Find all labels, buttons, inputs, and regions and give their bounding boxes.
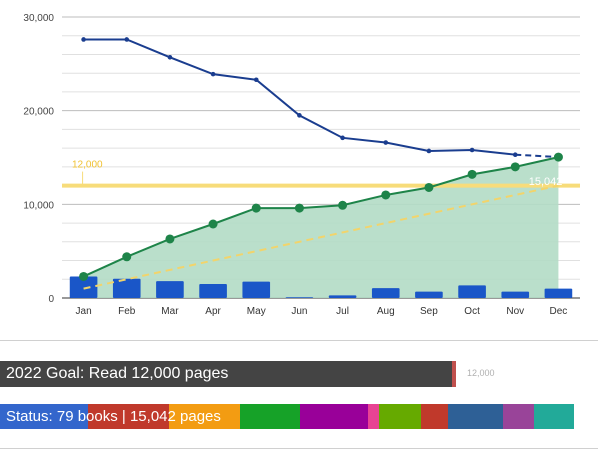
x-tick-label: Mar	[161, 306, 179, 317]
month-bar	[156, 281, 184, 298]
cumulative-pages-point	[424, 182, 434, 192]
month-bar	[242, 281, 271, 298]
goal-target-label: 12,000	[467, 368, 495, 378]
goal-line: 12,000	[62, 160, 580, 188]
end-value-label: 15,042	[529, 176, 563, 188]
x-tick-label: Jul	[336, 306, 349, 317]
y-tick-label: 20,000	[23, 107, 54, 118]
series-lines: 15,042	[79, 37, 563, 281]
x-tick-label: May	[247, 306, 266, 317]
section-divider	[0, 448, 598, 449]
axis-labels: 0 10,000 20,000 30,000 Jan Feb Mar Apr May Jun Jul…	[23, 13, 567, 317]
cumulative-pages-point	[122, 252, 132, 262]
status-segment	[533, 404, 574, 429]
x-tick-label: Dec	[550, 306, 568, 317]
total-pages-point	[426, 148, 432, 154]
monthly-bars	[69, 276, 573, 298]
goal-line-label: 12,000	[72, 160, 103, 171]
total-pages-point	[124, 37, 130, 42]
cumulative-pages-point	[338, 200, 348, 210]
cumulative-pages-point	[510, 162, 520, 172]
month-bar	[69, 276, 98, 298]
x-tick-label: Nov	[506, 306, 524, 317]
status-segment	[299, 404, 368, 429]
cumulative-area-fill	[83, 157, 559, 298]
month-bar	[544, 288, 573, 298]
total-pages-point	[297, 113, 302, 118]
total-pages-projection	[515, 153, 559, 159]
trend-line-stroke	[83, 184, 559, 290]
status-segment	[88, 404, 169, 429]
total-pages-line	[83, 38, 516, 156]
month-bar	[285, 297, 314, 298]
month-bar	[112, 278, 141, 298]
total-pages-point	[210, 71, 216, 77]
month-bar	[199, 283, 227, 298]
status-segment	[378, 404, 422, 429]
x-tick-label: Feb	[118, 306, 136, 317]
total-pages-point	[383, 140, 389, 145]
cumulative-pages-point	[294, 203, 304, 213]
y-tick-label: 0	[48, 294, 54, 305]
x-tick-label: Jan	[76, 306, 92, 317]
cumulative-pages-point	[208, 219, 218, 229]
total-pages-point	[340, 135, 345, 141]
total-pages-point	[167, 54, 173, 60]
cumulative-pages-point	[251, 203, 261, 213]
month-bar	[328, 295, 357, 298]
total-pages-point	[469, 147, 475, 153]
x-tick-label: Sep	[420, 306, 438, 317]
status-label: Status: 79 books | 15,042 pages	[6, 408, 221, 425]
total-pages-point	[81, 37, 86, 42]
cumulative-pages-line	[83, 156, 559, 278]
month-bar	[415, 291, 443, 298]
cumulative-pages-point	[381, 190, 391, 200]
cumulative-pages-point	[79, 271, 89, 281]
cumulative-pages-point	[467, 169, 477, 179]
x-tick-label: Aug	[377, 306, 395, 317]
cumulative-area	[83, 157, 559, 298]
x-tick-label: Jun	[291, 306, 307, 317]
status-segment	[421, 404, 449, 429]
status-segment	[367, 404, 379, 429]
status-segment	[240, 404, 300, 429]
pages-chart: 12,000 15,042 0 10,000 20,000 30,000 Jan Feb M…	[23, 13, 580, 317]
status-segment	[448, 404, 503, 429]
goal-label: 2022 Goal: Read 12,000 pages	[6, 365, 229, 382]
status-bar: Status: 79 books | 15,042 pages	[0, 404, 574, 429]
month-bar	[371, 288, 400, 298]
section-divider	[0, 340, 598, 341]
y-tick-label: 10,000	[23, 200, 54, 211]
status-segment	[502, 404, 534, 429]
cumulative-pages-point	[165, 234, 175, 244]
y-tick-label: 30,000	[23, 13, 54, 24]
cumulative-pages-point	[553, 152, 563, 162]
x-tick-label: Oct	[464, 306, 480, 317]
status-segment	[168, 404, 241, 429]
month-bar	[501, 291, 530, 298]
x-tick-label: Apr	[205, 306, 221, 317]
trend-line	[83, 184, 559, 290]
status-segment	[0, 404, 89, 429]
total-pages-point	[512, 152, 518, 157]
month-bar	[458, 285, 486, 298]
goal-progress-bar: 2022 Goal: Read 12,000 pages	[0, 361, 452, 387]
goal-marker	[452, 361, 456, 387]
total-pages-point	[253, 77, 259, 83]
